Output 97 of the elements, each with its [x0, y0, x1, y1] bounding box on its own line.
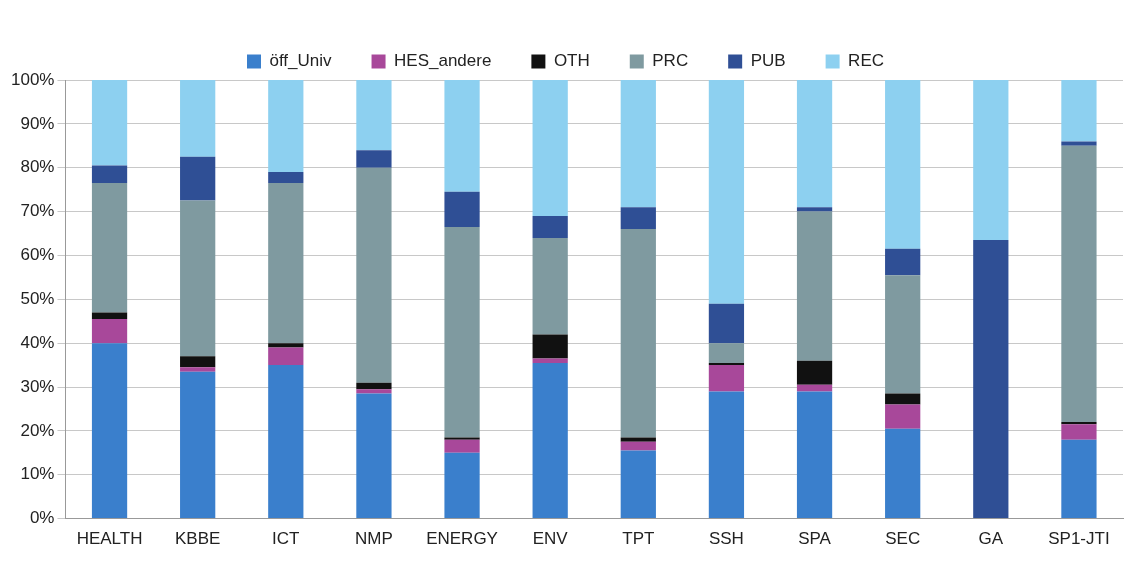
bar [180, 156, 216, 201]
bar [885, 248, 921, 276]
bar [620, 441, 656, 451]
bar [532, 358, 568, 363]
bar [532, 80, 568, 216]
bar [885, 393, 921, 405]
bar [532, 237, 568, 335]
legend-label: PUB [750, 51, 786, 71]
y-tick-label: 100% [11, 69, 55, 89]
bar [885, 275, 921, 394]
legend-label: REC [848, 51, 885, 71]
y-tick-label: 80% [20, 157, 55, 177]
bar [796, 384, 833, 392]
bar [444, 226, 480, 438]
bar [620, 229, 656, 438]
y-tick-label: 40% [20, 332, 55, 352]
bar [180, 200, 216, 357]
bar [1061, 141, 1097, 146]
bar [708, 343, 745, 363]
bar [885, 404, 921, 429]
bar [356, 150, 392, 168]
x-tick-label: SPA [798, 529, 832, 549]
bar [91, 165, 128, 184]
x-tick-label: HEALTH [76, 529, 143, 549]
bar [532, 215, 568, 238]
bar [268, 80, 304, 173]
bar [796, 211, 833, 361]
bar [796, 80, 833, 208]
bar [1061, 424, 1097, 440]
x-tick-label: ICT [272, 529, 300, 549]
bar [885, 80, 921, 249]
bar [796, 207, 833, 212]
bar [356, 167, 392, 383]
legend-label: OTH [553, 51, 590, 71]
bar [180, 80, 216, 157]
bar [444, 452, 480, 519]
bar [180, 356, 216, 368]
bar [1061, 80, 1097, 142]
bar [1061, 145, 1097, 423]
x-tick-label: SP1-JTI [1048, 529, 1110, 549]
bar [91, 343, 128, 519]
bar [180, 367, 216, 372]
x-tick-label: ENV [532, 529, 569, 549]
y-tick-label: 10% [20, 464, 55, 484]
bar [444, 80, 480, 192]
x-tick-label: ENERGY [426, 529, 498, 549]
x-tick-label: SEC [885, 529, 921, 549]
bar [356, 80, 392, 151]
bar [708, 303, 745, 344]
y-tick-label: 50% [20, 288, 55, 308]
legend-label: öff_Univ [269, 51, 333, 71]
bar [91, 319, 128, 344]
bar [620, 437, 656, 442]
bar [708, 80, 745, 304]
bar [91, 183, 128, 313]
y-tick-label: 60% [20, 245, 55, 265]
bar [444, 437, 480, 440]
bar [973, 240, 1009, 519]
bar [91, 80, 128, 166]
bar [356, 393, 392, 519]
bar [268, 343, 304, 348]
bar [532, 334, 568, 359]
x-tick-label: SSH [708, 529, 744, 549]
bar [796, 360, 833, 385]
bar [268, 347, 304, 366]
bar [444, 191, 480, 227]
bar [356, 389, 392, 394]
bar [620, 450, 656, 519]
bar [268, 183, 304, 344]
bar [708, 362, 745, 366]
bar [620, 207, 656, 230]
bar [620, 80, 656, 208]
bar [885, 428, 921, 519]
bar [708, 391, 745, 519]
bar [268, 172, 304, 184]
bar [444, 439, 480, 453]
y-tick-label: 20% [20, 420, 55, 440]
legend-label: PRC [652, 51, 689, 71]
x-tick-label: KBBE [174, 529, 221, 549]
bar [1061, 439, 1097, 519]
y-tick-label: 90% [20, 113, 55, 133]
bar [796, 391, 833, 519]
x-tick-label: GA [978, 529, 1004, 549]
bar [1061, 422, 1097, 425]
bar [91, 312, 128, 320]
y-tick-label: 70% [20, 201, 55, 221]
x-tick-label: TPT [622, 529, 655, 549]
bar [708, 365, 745, 392]
bar [973, 80, 1009, 241]
legend-label: HES_andere [394, 51, 492, 71]
bar [532, 362, 568, 519]
bar [180, 371, 216, 519]
x-tick-label: NMP [355, 529, 393, 549]
bar [356, 382, 392, 390]
bar [268, 365, 304, 519]
y-tick-label: 30% [20, 376, 55, 396]
y-tick-label: 0% [29, 508, 55, 528]
